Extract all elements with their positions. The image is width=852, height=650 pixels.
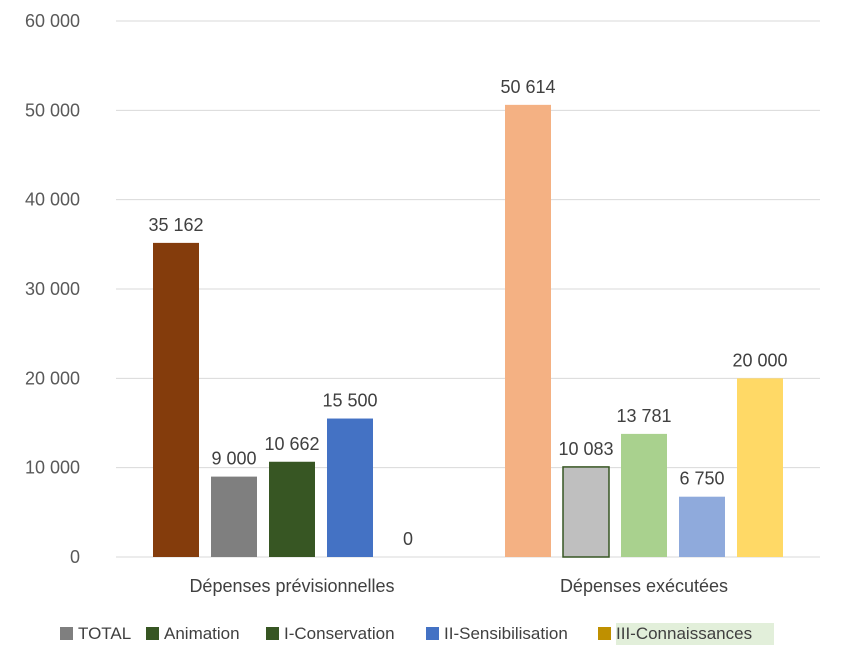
bar	[621, 433, 667, 557]
data-label: 10 083	[558, 439, 613, 459]
y-axis: 0 10 000 20 000 30 000 40 000 50 000 60 000	[25, 11, 80, 567]
bar	[679, 496, 725, 557]
x-axis: Dépenses prévisionnelles Dépenses exécuté…	[189, 576, 728, 596]
data-label: 0	[403, 529, 413, 549]
y-tick-label: 0	[70, 547, 80, 567]
data-label: 20 000	[732, 350, 787, 370]
bar	[737, 378, 783, 557]
legend: TOTAL Animation I-Conservation II-Sensibili…	[60, 623, 774, 645]
legend-swatch	[60, 627, 73, 640]
bar	[269, 461, 315, 557]
bar	[327, 418, 373, 557]
legend-highlight	[616, 623, 774, 645]
data-label: 35 162	[148, 215, 203, 235]
legend-label: II-Sensibilisation	[444, 624, 568, 643]
y-tick-label: 30 000	[25, 279, 80, 299]
data-label: 10 662	[264, 434, 319, 454]
y-tick-label: 60 000	[25, 11, 80, 31]
y-tick-label: 40 000	[25, 190, 80, 210]
data-label: 9 000	[211, 449, 256, 469]
legend-swatch	[266, 627, 279, 640]
legend-label: Animation	[164, 624, 240, 643]
bars	[153, 104, 783, 558]
legend-label: TOTAL	[78, 624, 131, 643]
data-label: 15 500	[322, 391, 377, 411]
bar	[505, 104, 551, 557]
legend-swatch	[426, 627, 439, 640]
legend-swatch	[598, 627, 611, 640]
bar	[562, 466, 610, 558]
y-tick-label: 20 000	[25, 368, 80, 388]
y-tick-label: 10 000	[25, 458, 80, 478]
gridlines	[116, 20, 820, 558]
legend-swatch	[146, 627, 159, 640]
data-label: 50 614	[500, 77, 555, 97]
legend-label: I-Conservation	[284, 624, 395, 643]
y-tick-label: 50 000	[25, 100, 80, 120]
legend-label: III-Connaissances	[616, 624, 752, 643]
x-category-label: Dépenses exécutées	[560, 576, 728, 596]
data-label: 13 781	[616, 406, 671, 426]
x-category-label: Dépenses prévisionnelles	[189, 576, 394, 596]
data-label: 6 750	[679, 469, 724, 489]
bar	[211, 476, 257, 557]
bar	[153, 242, 199, 557]
